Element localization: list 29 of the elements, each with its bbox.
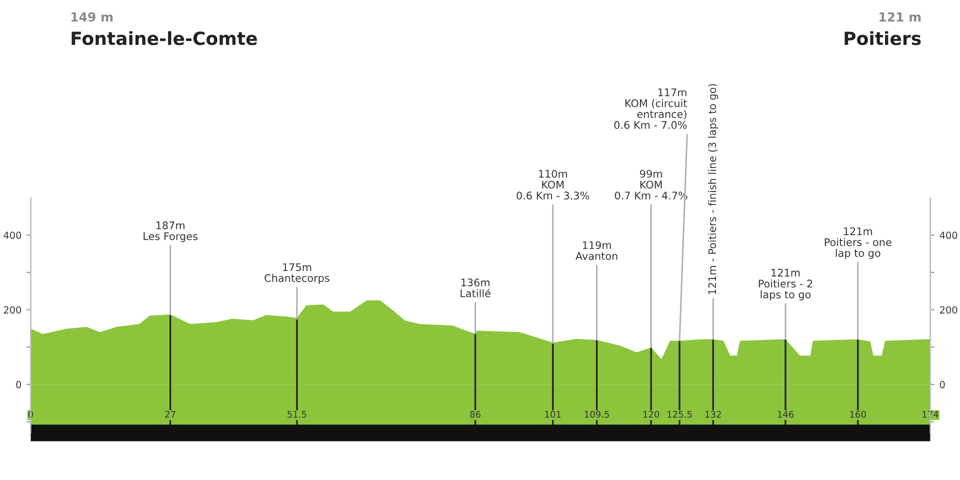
- x-tick-label: 132: [705, 410, 721, 418]
- x-tick-label: 120: [643, 410, 660, 418]
- annotation: 136m Latillé: [460, 278, 490, 298]
- annotation: 121m Poitiers - one lap to go: [824, 227, 892, 259]
- x-tick-label: 109.5: [584, 410, 609, 418]
- annotation: 121m Poitiers - 2 laps to go: [758, 268, 812, 300]
- x-tick-label: 160: [850, 410, 866, 418]
- y2-tick-label: 0: [940, 380, 945, 388]
- x-tick-label: 125.5: [668, 410, 692, 418]
- x-tick-label: 27: [165, 410, 176, 418]
- text: 121 m: [880, 12, 921, 22]
- annotation: 110m KOM 0.6 Km - 3.3%: [516, 170, 590, 200]
- annotation: 175m Chantecorps: [264, 263, 330, 284]
- x-tick-label: 86: [470, 410, 480, 418]
- x-tick-label: 146: [778, 410, 794, 418]
- annotation: 187m Les Forges: [144, 221, 198, 242]
- annotation: 121m - Poitiers - finish line (3 laps to go): [708, 84, 718, 294]
- text: Poitiers: [844, 31, 921, 46]
- y-tick-label: 200: [4, 306, 22, 314]
- x-tick-label: 101: [545, 410, 561, 418]
- annotation: 117m KOM (circuit entrance) 0.6 Km - 7.0%: [614, 88, 688, 129]
- text: Fontaine-le-Comte: [72, 31, 257, 46]
- y2-tick-label: 200: [940, 306, 958, 314]
- annotation: 119m Avanton: [576, 241, 618, 260]
- y2-tick-label: 400: [940, 232, 958, 239]
- y-tick-label: 0: [16, 380, 22, 388]
- text: 149 m: [71, 12, 113, 22]
- y-tick-label: 400: [4, 232, 22, 239]
- x-tick-label: 51.5: [288, 411, 306, 418]
